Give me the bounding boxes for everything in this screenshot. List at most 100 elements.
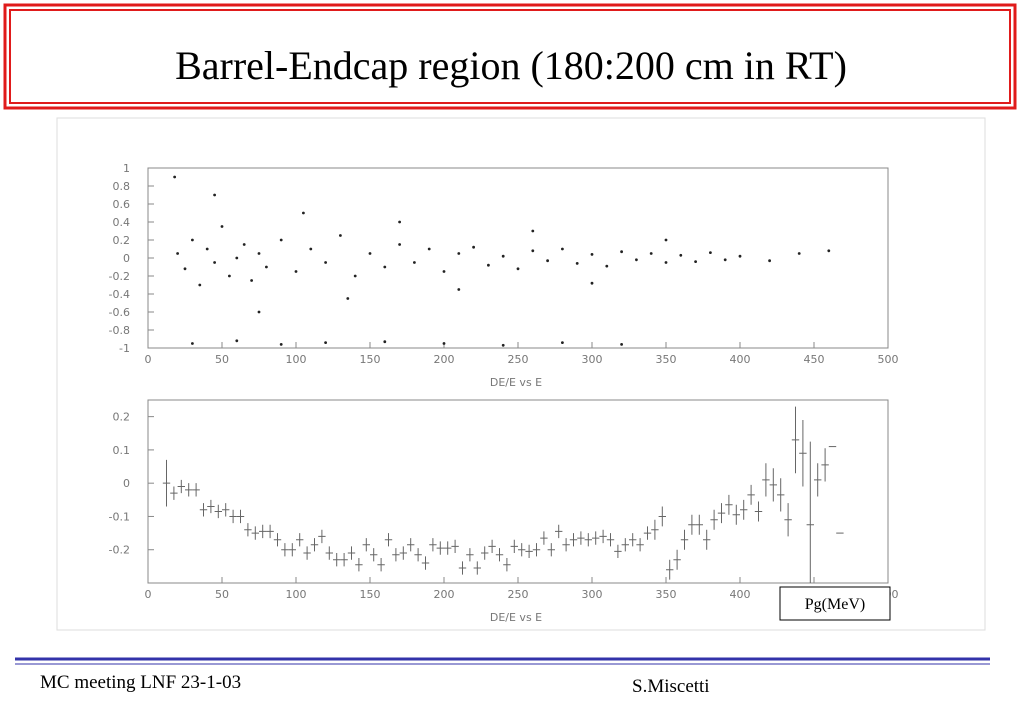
point xyxy=(827,249,831,253)
error-bar xyxy=(414,548,422,562)
plot-frame xyxy=(56,117,986,631)
error-bar xyxy=(651,519,659,540)
point xyxy=(205,247,209,251)
error-bar xyxy=(170,486,178,500)
point xyxy=(173,175,177,179)
point xyxy=(605,264,609,268)
error-bar xyxy=(747,484,755,505)
point xyxy=(383,265,387,269)
error-bar xyxy=(466,548,474,562)
point xyxy=(590,253,594,256)
point xyxy=(383,340,387,344)
error-bar xyxy=(769,468,777,502)
point xyxy=(768,259,771,263)
x-tick-label: 150 xyxy=(360,588,381,601)
error-bar xyxy=(162,459,171,507)
point xyxy=(472,245,475,249)
point xyxy=(183,267,187,271)
error-bar xyxy=(333,553,341,567)
error-bar xyxy=(606,533,615,547)
error-bar xyxy=(222,503,230,517)
error-bar xyxy=(185,483,193,497)
error-bar xyxy=(577,531,585,545)
y-tick-label: -0.2 xyxy=(109,544,130,557)
point xyxy=(664,261,668,264)
point xyxy=(620,250,623,254)
point xyxy=(413,261,416,264)
point xyxy=(797,252,801,255)
point xyxy=(442,270,446,273)
point xyxy=(250,279,254,282)
point xyxy=(339,234,342,237)
point xyxy=(228,274,231,278)
point xyxy=(738,254,742,258)
y-tick-label: 0.1 xyxy=(113,444,131,457)
error-bar xyxy=(458,561,467,575)
error-bar xyxy=(799,419,807,487)
error-bar xyxy=(236,509,245,524)
error-bar xyxy=(658,506,666,527)
point xyxy=(457,288,461,291)
point xyxy=(723,258,727,262)
error-bar xyxy=(318,529,326,544)
error-bar xyxy=(259,524,267,539)
x-tick-label: 500 xyxy=(878,353,899,366)
error-bar xyxy=(777,478,785,512)
point xyxy=(324,341,327,344)
plot-area xyxy=(147,167,889,349)
error-bar xyxy=(207,499,215,514)
point xyxy=(561,341,564,344)
title-frame-inner xyxy=(9,9,1011,104)
slide-title: Barrel-Endcap region (180:200 cm in RT) xyxy=(175,43,847,88)
error-bar xyxy=(266,524,274,539)
error-bar xyxy=(680,529,689,550)
error-bar xyxy=(370,548,378,562)
error-bar xyxy=(740,499,748,520)
error-bar xyxy=(806,441,814,583)
y-tick-label: -0.8 xyxy=(109,324,130,337)
y-tick-label: -0.6 xyxy=(109,306,130,319)
y-tick-label: 0.2 xyxy=(113,411,131,424)
error-bar xyxy=(710,509,718,530)
point xyxy=(709,251,712,255)
y-tick-label: 0.4 xyxy=(113,216,131,229)
point xyxy=(561,247,564,251)
error-bar xyxy=(399,546,407,560)
point xyxy=(427,247,431,251)
error-bar xyxy=(444,541,452,555)
error-bar xyxy=(666,559,674,580)
point xyxy=(235,256,239,260)
error-bar xyxy=(562,538,570,552)
error-bar xyxy=(377,558,385,572)
plot-area xyxy=(147,399,889,584)
error-bar xyxy=(503,558,511,572)
error-bar xyxy=(555,524,563,539)
error-bar xyxy=(584,533,592,547)
error-bar xyxy=(695,514,703,535)
error-bar xyxy=(703,529,711,550)
error-bar xyxy=(592,531,600,545)
error-bar xyxy=(636,538,644,552)
point xyxy=(198,283,202,287)
point xyxy=(324,261,327,264)
y-tick-label: 1 xyxy=(123,162,130,175)
title-frame xyxy=(3,3,1017,110)
error-bar xyxy=(251,526,259,540)
point xyxy=(575,262,579,265)
x-tick-label: 150 xyxy=(360,353,381,366)
point xyxy=(457,252,461,255)
point xyxy=(257,252,261,255)
error-bar xyxy=(436,541,444,555)
point xyxy=(487,263,490,267)
point xyxy=(220,225,224,228)
point xyxy=(546,259,549,263)
point xyxy=(442,342,446,345)
annotation-box xyxy=(779,586,891,621)
x-tick-label: 300 xyxy=(582,353,603,366)
point xyxy=(664,238,668,242)
error-bar xyxy=(732,504,740,525)
point xyxy=(242,243,246,246)
error-bar xyxy=(473,561,481,575)
point xyxy=(235,339,239,343)
